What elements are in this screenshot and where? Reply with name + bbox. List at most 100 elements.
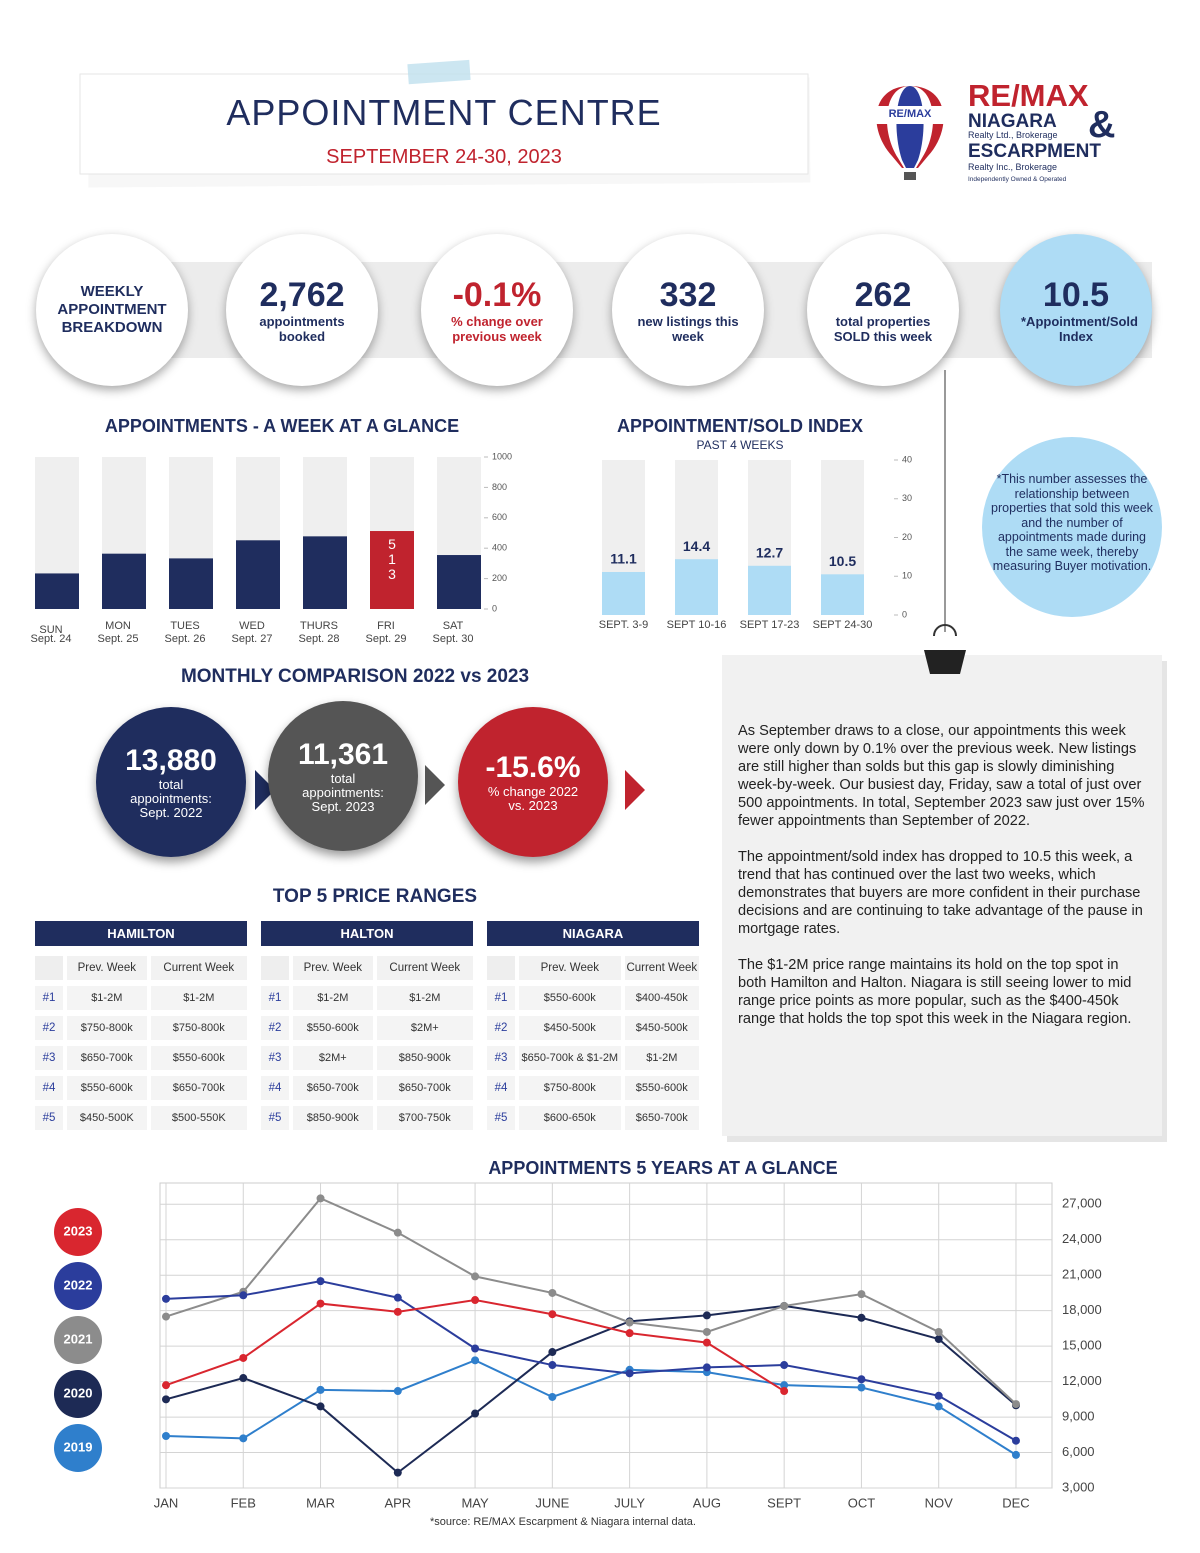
blank-cell xyxy=(261,956,289,980)
binder-clip xyxy=(924,624,966,674)
point xyxy=(162,1381,170,1390)
point xyxy=(471,1296,480,1305)
point xyxy=(857,1375,866,1384)
cell: $650-700k xyxy=(67,1046,147,1070)
balloon-text: RE/MAX xyxy=(888,108,932,120)
point xyxy=(857,1383,866,1392)
y-tick-label: 15,000 xyxy=(1062,1338,1102,1353)
plot-frame xyxy=(159,1182,1053,1489)
y-tick-label: 9,000 xyxy=(1062,1409,1095,1424)
y-tick-label: 1000 xyxy=(492,451,512,461)
month-value: 13,880 xyxy=(125,744,217,777)
cell: $1-2M xyxy=(67,986,147,1010)
month-label: total appointments: Sept. 2022 xyxy=(130,777,212,820)
point xyxy=(162,1312,170,1321)
rank-cell: #1 xyxy=(261,986,289,1010)
rank-cell: #5 xyxy=(261,1106,289,1130)
x-tick-label: SEPT 24-30 xyxy=(813,619,873,631)
legend-swatch xyxy=(54,1262,102,1310)
point xyxy=(548,1310,557,1319)
paragraph: As September draws to a close, our appoi… xyxy=(738,723,1145,829)
point xyxy=(316,1194,325,1203)
pointer xyxy=(255,770,275,810)
brand: RE/MAX xyxy=(968,78,1089,113)
price-table: HALTON Prev. Week Current Week #1 $1-2M $1-2M… xyxy=(261,921,473,1136)
rank-cell: #3 xyxy=(35,1046,63,1070)
column-header: Prev. Week xyxy=(293,956,373,980)
table: Prev. Week Current Week #1 $1-2M $1-2M #2 $750… xyxy=(31,950,251,1136)
x-tick-label: SAT xyxy=(443,620,464,632)
cell: $650-700k xyxy=(624,1106,699,1130)
point xyxy=(393,1387,402,1396)
stat-circle: 332 new listings this week xyxy=(612,234,764,386)
series-line xyxy=(165,1304,1017,1474)
x-tick-label: SUN xyxy=(39,624,62,636)
point xyxy=(625,1318,634,1327)
stat-value: 2,762 xyxy=(259,276,345,314)
y-tick-label: 0 xyxy=(492,603,497,613)
stat-circle: 2,762 appointments booked xyxy=(226,234,378,386)
bar xyxy=(437,555,481,609)
point xyxy=(471,1344,480,1353)
blank-cell xyxy=(487,956,515,980)
x-tick-label: DEC xyxy=(1002,1495,1029,1510)
stat-circle: 262 total properties SOLD this week xyxy=(807,234,959,386)
bar xyxy=(102,553,146,609)
row: #1 $550-600k $400-450k xyxy=(487,986,699,1010)
x-tick-label: JUNE xyxy=(535,1495,569,1510)
cell: $500-550K xyxy=(150,1106,247,1130)
x-tick-label: WED xyxy=(239,620,265,632)
y-tick-label: 600 xyxy=(492,512,507,522)
x-tick-label: MAY xyxy=(461,1495,489,1510)
point xyxy=(316,1402,325,1411)
point xyxy=(471,1272,480,1281)
column-header: Prev. Week xyxy=(519,956,621,980)
point xyxy=(780,1301,789,1310)
point xyxy=(316,1385,325,1394)
cell: $1-2M xyxy=(376,986,473,1010)
point xyxy=(702,1363,711,1372)
rank-cell: #5 xyxy=(487,1106,515,1130)
x-tick-label: NOV xyxy=(925,1495,954,1510)
row: #2 $550-600k $2M+ xyxy=(261,1016,473,1040)
table-header: HALTON xyxy=(261,921,473,946)
rank-cell: #2 xyxy=(487,1016,515,1040)
rank-cell: #4 xyxy=(35,1076,63,1100)
legend-swatch xyxy=(54,1370,102,1418)
stat-label: *Appointment/Sold Index xyxy=(1021,314,1138,344)
cell: $550-600k xyxy=(519,986,621,1010)
blank-cell xyxy=(35,956,63,980)
cell: $600-650k xyxy=(519,1106,621,1130)
point xyxy=(702,1311,711,1320)
cell: $450-500k xyxy=(624,1016,699,1040)
point xyxy=(934,1402,943,1411)
series-line xyxy=(165,1359,1017,1456)
office-sub: Realty Inc., Brokerage xyxy=(968,162,1058,172)
row: #2 $450-500k $450-500k xyxy=(487,1016,699,1040)
x-tick-label: AUG xyxy=(693,1495,721,1510)
logo-note: Independently Owned & Operated xyxy=(968,176,1067,183)
rank-cell: #2 xyxy=(261,1016,289,1040)
x-tick-label: SEPT. 3-9 xyxy=(599,619,649,631)
cell: $1-2M xyxy=(150,986,247,1010)
chart-title: APPOINTMENT/SOLD INDEX xyxy=(617,416,863,436)
series-line xyxy=(165,1280,1017,1442)
point xyxy=(1011,1450,1020,1459)
point xyxy=(239,1353,248,1362)
cell: $650-700k & $1-2M xyxy=(519,1046,621,1070)
month-circle: 11,361 total appointments: Sept. 2023 xyxy=(268,701,418,851)
legend-label: 2023 xyxy=(64,1223,93,1238)
x-tick-label: JULY xyxy=(614,1495,645,1510)
point xyxy=(934,1335,943,1344)
cell: $850-900k xyxy=(293,1106,373,1130)
legend-swatch xyxy=(54,1208,102,1256)
y-tick-label: 12,000 xyxy=(1062,1373,1102,1388)
x-tick-label: FRI xyxy=(377,620,395,632)
pointer xyxy=(625,770,645,810)
y-tick-label: 27,000 xyxy=(1062,1196,1102,1211)
legend-swatch xyxy=(54,1316,102,1364)
x-tick-label: SEPT 10-16 xyxy=(667,619,727,631)
point xyxy=(780,1361,789,1370)
x-tick-label: APR xyxy=(384,1495,411,1510)
